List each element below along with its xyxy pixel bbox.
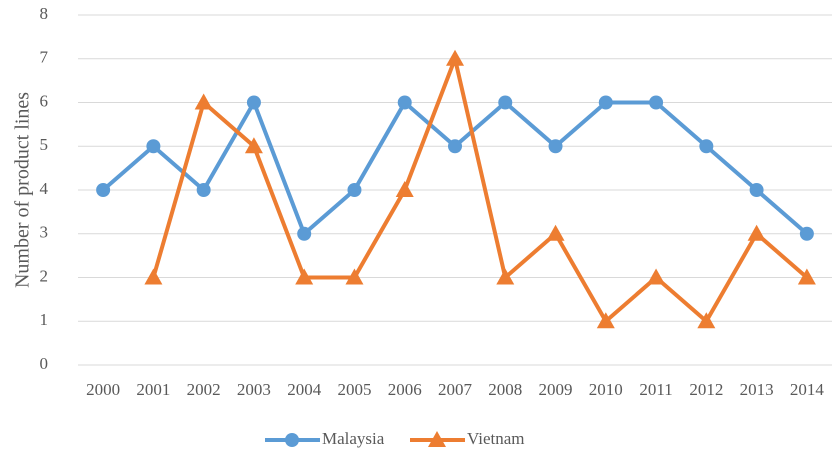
marker xyxy=(448,139,462,154)
x-tick-label: 2012 xyxy=(689,380,723,399)
marker xyxy=(397,95,412,110)
marker xyxy=(196,183,211,197)
marker xyxy=(649,95,664,110)
x-tick-label: 2001 xyxy=(136,380,170,399)
x-tick-label: 2011 xyxy=(639,380,672,399)
marker xyxy=(697,312,716,329)
y-tick-label: 5 xyxy=(40,135,49,154)
series-line xyxy=(101,100,809,236)
marker xyxy=(244,137,263,154)
marker xyxy=(699,139,714,154)
x-tick-label: 2009 xyxy=(539,380,573,399)
y-tick-label: 1 xyxy=(40,310,49,329)
marker xyxy=(345,268,364,285)
x-tick-label: 2007 xyxy=(438,380,473,399)
marker xyxy=(749,183,764,197)
marker xyxy=(194,93,213,110)
y-tick-label: 3 xyxy=(40,223,49,242)
x-tick-label: 2008 xyxy=(488,380,522,399)
legend-marker xyxy=(285,433,299,447)
x-tick-label: 2002 xyxy=(187,380,221,399)
marker xyxy=(347,183,362,197)
x-tick-label: 2010 xyxy=(589,380,623,399)
marker xyxy=(446,49,464,66)
x-tick-label: 2000 xyxy=(86,380,120,399)
marker xyxy=(596,312,615,329)
marker xyxy=(246,95,261,110)
legend-marker xyxy=(428,431,446,447)
x-tick-label: 2006 xyxy=(388,380,422,399)
series-line xyxy=(151,56,809,324)
y-tick-label: 0 xyxy=(40,354,49,373)
marker xyxy=(647,268,666,285)
marker xyxy=(548,139,563,154)
marker xyxy=(144,268,163,285)
y-tick-label: 7 xyxy=(40,48,49,67)
marker xyxy=(797,268,816,285)
x-tick-label: 2003 xyxy=(237,380,271,399)
x-tick-label: 2014 xyxy=(790,380,825,399)
marker xyxy=(96,183,111,197)
marker xyxy=(395,181,414,197)
x-tick-label: 2004 xyxy=(287,380,322,399)
marker xyxy=(498,95,513,110)
x-tick-label: 2013 xyxy=(740,380,774,399)
legend-label: Vietnam xyxy=(467,429,525,448)
y-tick-label: 6 xyxy=(40,91,49,110)
y-tick-label: 2 xyxy=(40,266,49,285)
marker xyxy=(297,226,312,241)
marker xyxy=(496,268,515,285)
marker xyxy=(799,226,814,241)
legend-label: Malaysia xyxy=(322,429,385,448)
y-tick-label: 4 xyxy=(40,179,49,198)
marker xyxy=(146,139,161,154)
marker xyxy=(295,268,314,285)
y-tick-label: 8 xyxy=(40,4,49,23)
marker xyxy=(598,95,613,110)
marker xyxy=(747,224,766,241)
y-axis-label: Number of product lines xyxy=(12,92,34,288)
x-tick-label: 2005 xyxy=(337,380,371,399)
marker xyxy=(546,224,565,241)
